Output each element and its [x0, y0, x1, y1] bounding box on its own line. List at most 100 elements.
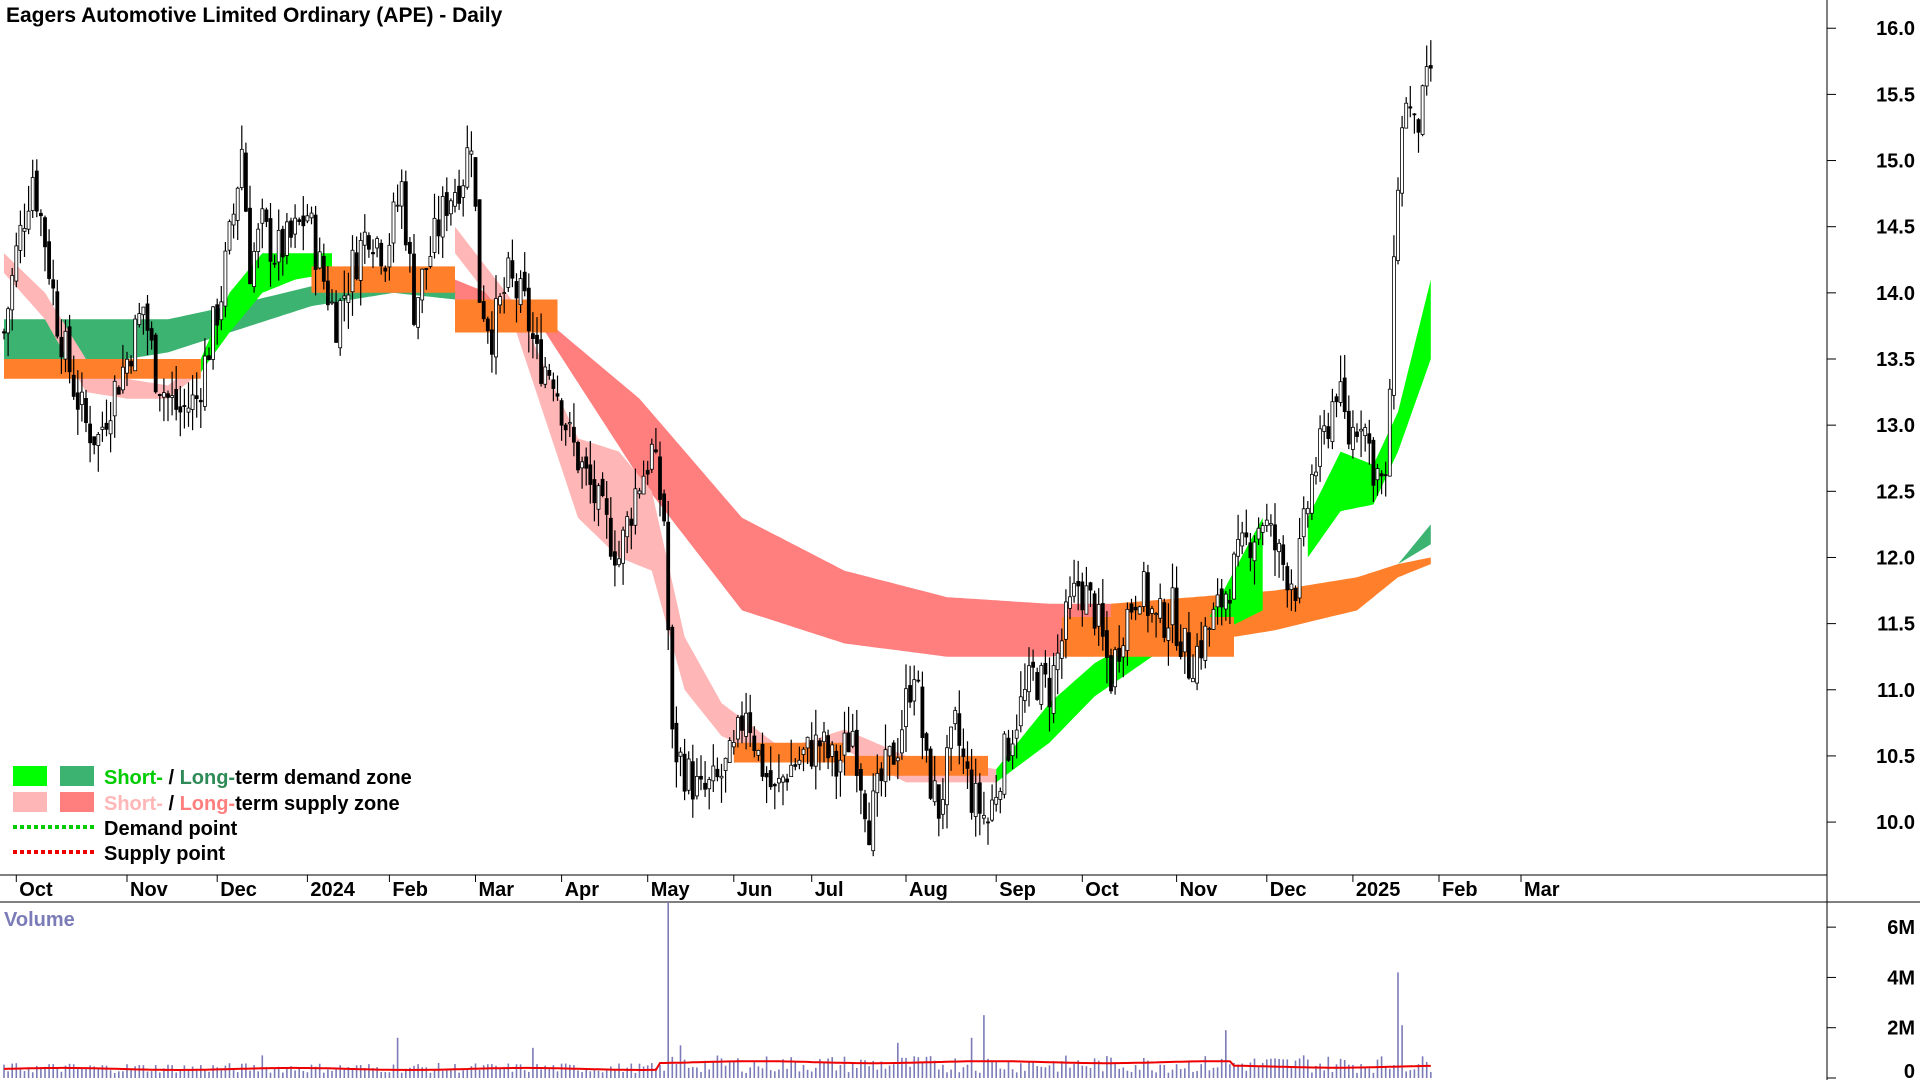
- candle-body: [71, 374, 76, 397]
- price-tick-label: 15.5: [1876, 84, 1915, 106]
- candle-body: [588, 464, 593, 485]
- candle-body: [1178, 641, 1183, 657]
- candle-body: [10, 275, 15, 311]
- candle-body: [654, 449, 658, 453]
- candle-body: [1109, 655, 1113, 692]
- candle-body: [666, 521, 671, 631]
- candle-body: [707, 779, 712, 790]
- candle-body: [822, 731, 826, 743]
- candle-body: [1359, 428, 1363, 432]
- month-label: Feb: [1442, 879, 1478, 901]
- candle-body: [1412, 113, 1417, 116]
- candle-body: [141, 306, 146, 316]
- candle-body: [920, 686, 925, 739]
- candle-body: [1133, 606, 1138, 611]
- candle-body: [1055, 652, 1060, 671]
- price-tick-label: 13.0: [1876, 415, 1915, 437]
- candle-body: [592, 479, 597, 504]
- month-label: 2024: [310, 879, 355, 901]
- candle-body: [1039, 665, 1044, 705]
- candle-body: [252, 251, 257, 287]
- candle-body: [1059, 640, 1064, 659]
- candle-body: [621, 529, 625, 564]
- candle-body: [59, 336, 64, 358]
- candle-body: [924, 733, 929, 751]
- candle-body: [1080, 581, 1085, 611]
- candle-body: [1187, 632, 1191, 679]
- candle-body: [6, 308, 10, 334]
- candle-body: [932, 780, 937, 803]
- candle-body: [703, 782, 707, 790]
- legend-supply-short: Short-: [104, 793, 163, 815]
- candle-body: [645, 469, 650, 475]
- candle-body: [428, 256, 433, 267]
- candle-body: [231, 213, 236, 226]
- candle-body: [412, 253, 416, 325]
- candle-body: [891, 742, 896, 765]
- legend-demand-rest: term demand zone: [235, 767, 412, 789]
- month-label: Aug: [909, 879, 948, 901]
- candle-body: [941, 799, 945, 815]
- candle-body: [526, 287, 531, 332]
- candle-body: [444, 192, 449, 216]
- zones-layer: [4, 226, 1431, 783]
- candle-body: [961, 748, 966, 757]
- short-demand-zone: [1307, 279, 1431, 558]
- candle-body: [600, 478, 605, 497]
- transition-zone: [4, 359, 201, 379]
- candle-body: [383, 267, 388, 272]
- candle-body: [1117, 647, 1122, 662]
- candle-body: [567, 422, 572, 425]
- candle-body: [358, 240, 363, 281]
- candle-body: [1392, 256, 1396, 396]
- candle-body: [1191, 677, 1195, 683]
- candle-body: [982, 815, 986, 819]
- month-label: Nov: [130, 879, 169, 901]
- candle-body: [26, 210, 31, 230]
- candle-body: [350, 249, 355, 293]
- candle-body: [43, 217, 47, 248]
- candle-body: [112, 380, 117, 417]
- candle-body: [276, 229, 281, 263]
- candle-body: [1420, 85, 1425, 135]
- candle-body: [1326, 426, 1331, 439]
- candle-body: [965, 761, 970, 769]
- candle-body: [1088, 582, 1093, 591]
- candle-body: [14, 245, 19, 282]
- candle-body: [330, 301, 334, 304]
- candle-body: [34, 170, 39, 212]
- candle-body: [637, 490, 642, 495]
- candle-body: [785, 778, 789, 783]
- candle-body: [957, 713, 962, 746]
- candle-body: [284, 221, 289, 256]
- candle-body: [1428, 65, 1433, 69]
- candle-body: [248, 207, 252, 285]
- candle-body: [22, 228, 27, 232]
- candle-body: [1248, 542, 1253, 559]
- candle-body: [994, 796, 999, 805]
- candle-body: [342, 295, 347, 299]
- candle-body: [1301, 508, 1306, 538]
- candle-body: [1314, 471, 1318, 477]
- candles-layer: [2, 40, 1433, 857]
- candle-body: [1396, 189, 1400, 261]
- candle-body: [842, 732, 847, 756]
- candle-body: [161, 392, 166, 398]
- candle-body: [481, 301, 486, 320]
- candle-body: [1351, 426, 1355, 450]
- candle-body: [699, 775, 703, 780]
- candle-body: [387, 244, 392, 268]
- candle-body: [945, 747, 949, 806]
- candle-body: [1137, 606, 1142, 615]
- candle-body: [1047, 677, 1052, 708]
- candle-body: [760, 743, 765, 777]
- candle-body: [1387, 388, 1392, 477]
- price-tick-label: 11.0: [1877, 680, 1915, 702]
- candle-body: [1264, 519, 1269, 526]
- candle-body: [375, 238, 380, 249]
- candle-body: [1289, 583, 1294, 590]
- candle-body: [559, 400, 564, 426]
- candle-body: [268, 218, 273, 262]
- candle-body: [572, 426, 576, 443]
- candle-body: [1203, 625, 1208, 661]
